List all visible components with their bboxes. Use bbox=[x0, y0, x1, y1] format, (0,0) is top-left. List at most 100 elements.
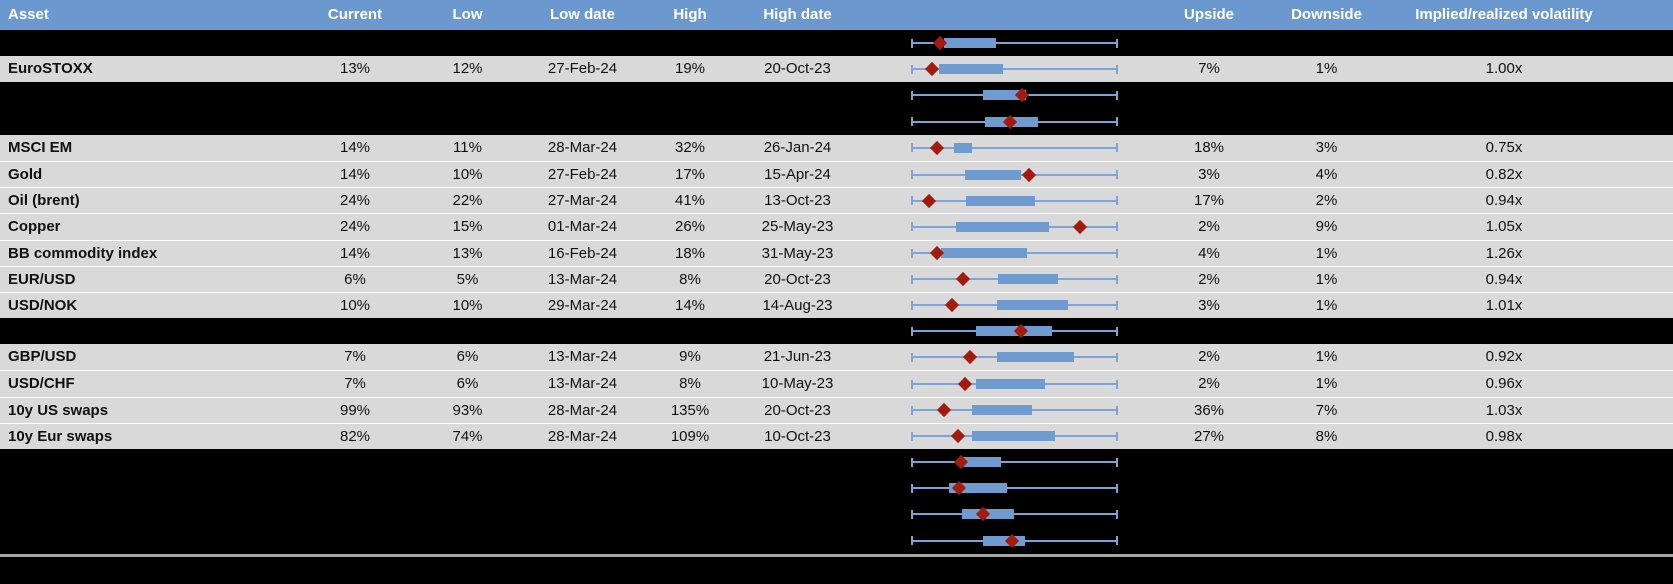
table-row: BB commodity index 14% 13% 16-Feb-24 18%… bbox=[0, 239, 1673, 266]
current-value bbox=[285, 318, 425, 344]
upside-value bbox=[1150, 30, 1268, 56]
high-date-value bbox=[725, 30, 870, 56]
asset-name: 10y US swaps bbox=[8, 401, 109, 419]
table-row: EuroSTOXX 13% 12% 27-Feb-24 19% 20-Oct-2… bbox=[0, 56, 1673, 83]
high-date-value: 21-Jun-23 bbox=[763, 348, 832, 366]
implied-realized-value: 1.05x bbox=[1485, 218, 1523, 236]
implied-realized-value bbox=[1385, 528, 1673, 554]
range-box bbox=[941, 248, 1027, 259]
high-value: 18% bbox=[674, 244, 706, 262]
asset-name bbox=[0, 449, 285, 475]
high-value bbox=[655, 30, 725, 56]
low-value bbox=[425, 82, 510, 108]
high-date-value: 20-Oct-23 bbox=[764, 401, 831, 419]
range-box bbox=[982, 535, 1026, 546]
header-cell-asset: Asset bbox=[8, 6, 49, 23]
low-value bbox=[425, 449, 510, 475]
box-plot bbox=[911, 449, 1118, 475]
box-plot bbox=[911, 162, 1118, 187]
current-diamond-icon bbox=[922, 193, 937, 208]
low-date-value bbox=[510, 501, 655, 527]
box-plot bbox=[911, 371, 1118, 396]
current-diamond-icon bbox=[958, 376, 973, 392]
bottom-separator-line bbox=[0, 553, 1673, 557]
high-value bbox=[655, 528, 725, 554]
downside-value bbox=[1268, 109, 1385, 135]
low-date-value: 28-Mar-24 bbox=[547, 401, 618, 419]
low-date-value bbox=[510, 475, 655, 501]
low-value: 74% bbox=[452, 427, 483, 445]
whisker-cap-left-icon bbox=[911, 405, 913, 415]
low-date-value: 01-Mar-24 bbox=[547, 218, 618, 236]
low-value: 12% bbox=[452, 60, 483, 78]
chart-cell bbox=[870, 293, 1150, 318]
range-box bbox=[954, 142, 973, 153]
chart-cell bbox=[870, 135, 1150, 161]
high-value: 41% bbox=[674, 192, 706, 210]
whisker-cap-left-icon bbox=[911, 431, 913, 441]
table-row: GBP/USD 7% 6% 13-Mar-24 9% 21-Jun-23 2% … bbox=[0, 344, 1673, 371]
asset-name: 10y Eur swaps bbox=[8, 427, 113, 445]
current-diamond-icon bbox=[1022, 167, 1037, 182]
implied-realized-value bbox=[1385, 475, 1673, 501]
whisker-cap-left-icon bbox=[911, 274, 913, 284]
upside-value: 2% bbox=[1198, 375, 1220, 393]
downside-value: 3% bbox=[1315, 138, 1338, 156]
current-diamond-icon bbox=[962, 350, 978, 365]
table-row: 10y US swaps 99% 93% 28-Mar-24 135% 20-O… bbox=[0, 396, 1673, 423]
high-date-value: 25-May-23 bbox=[761, 218, 834, 236]
asset-name: BB commodity index bbox=[8, 244, 158, 262]
high-date-value: 10-Oct-23 bbox=[764, 427, 831, 445]
header-cell-high-date: High date bbox=[763, 6, 832, 23]
high-date-value: 20-Oct-23 bbox=[764, 60, 831, 78]
whisker-line bbox=[912, 513, 1117, 516]
whisker-cap-left-icon bbox=[911, 326, 913, 336]
chart-cell bbox=[870, 371, 1150, 396]
range-box bbox=[982, 90, 1027, 101]
whisker-cap-right-icon bbox=[1116, 405, 1118, 415]
table-row: Gold 14% 10% 27-Feb-24 17% 15-Apr-24 3% … bbox=[0, 160, 1673, 188]
table-row: USD/NOK 10% 10% 29-Mar-24 14% 14-Aug-23 … bbox=[0, 291, 1673, 319]
low-value: 6% bbox=[456, 348, 479, 366]
low-value: 15% bbox=[452, 218, 483, 236]
box-plot bbox=[911, 267, 1118, 292]
downside-value: 1% bbox=[1315, 348, 1338, 366]
low-value: 11% bbox=[453, 138, 482, 156]
range-box bbox=[996, 352, 1074, 363]
whisker-line bbox=[912, 461, 1117, 464]
hidden-row bbox=[0, 475, 1673, 502]
asset-name: GBP/USD bbox=[8, 348, 77, 366]
header-cell-chart bbox=[870, 0, 1150, 30]
high-date-value: 31-May-23 bbox=[761, 244, 834, 262]
upside-value bbox=[1150, 528, 1268, 554]
high-value bbox=[655, 501, 725, 527]
low-value: 22% bbox=[452, 192, 483, 210]
current-value: 99% bbox=[339, 401, 371, 419]
chart-cell bbox=[870, 449, 1150, 475]
whisker-cap-right-icon bbox=[1116, 536, 1118, 546]
header-cell-downside: Downside bbox=[1291, 6, 1362, 23]
implied-realized-value: 1.26x bbox=[1485, 244, 1523, 262]
high-value: 109% bbox=[670, 427, 710, 445]
whisker-cap-right-icon bbox=[1116, 170, 1118, 180]
upside-value: 18% bbox=[1193, 138, 1225, 156]
low-date-value: 13-Mar-24 bbox=[547, 375, 618, 393]
table-row: USD/CHF 7% 6% 13-Mar-24 8% 10-May-23 2% … bbox=[0, 370, 1673, 397]
chart-cell bbox=[870, 398, 1150, 423]
implied-realized-value bbox=[1385, 449, 1673, 475]
low-value bbox=[425, 528, 510, 554]
low-date-value bbox=[510, 528, 655, 554]
high-date-value: 10-May-23 bbox=[761, 375, 834, 393]
whisker-line bbox=[912, 146, 1117, 149]
implied-realized-value: 0.94x bbox=[1485, 270, 1523, 288]
box-plot bbox=[911, 82, 1118, 108]
range-box bbox=[966, 195, 1036, 206]
whisker-cap-right-icon bbox=[1116, 196, 1118, 206]
current-value bbox=[285, 30, 425, 56]
downside-value: 1% bbox=[1315, 270, 1338, 288]
high-date-value: 20-Oct-23 bbox=[764, 270, 831, 288]
whisker-cap-right-icon bbox=[1116, 222, 1118, 232]
whisker-cap-right-icon bbox=[1116, 117, 1118, 127]
downside-value: 1% bbox=[1315, 296, 1338, 314]
